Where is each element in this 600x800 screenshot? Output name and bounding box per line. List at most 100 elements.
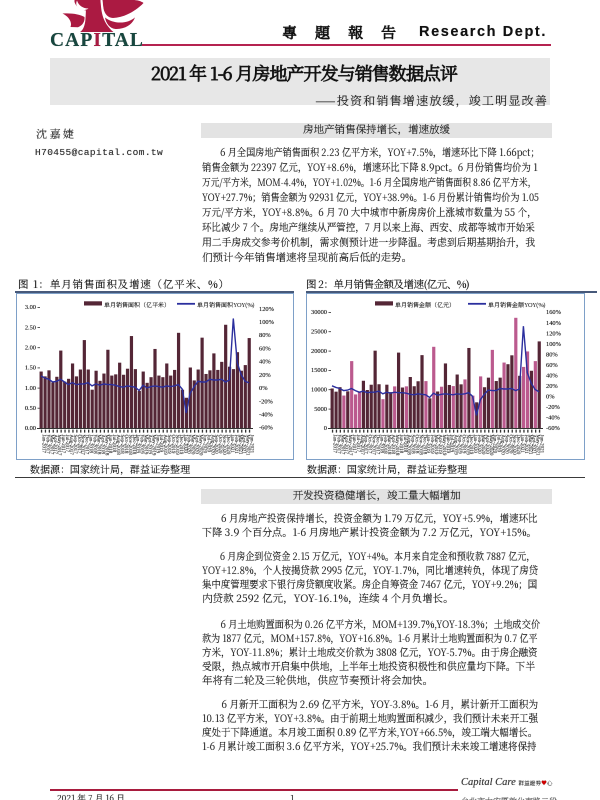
svg-text:Sep-2020: Sep-2020	[213, 435, 218, 455]
svg-text:Jan-2018: Jan-2018	[378, 435, 383, 454]
svg-text:2.50: 2.50	[25, 324, 36, 331]
svg-text:Jun-2021: Jun-2021	[539, 435, 544, 454]
svg-text:Jun-2018: Jun-2018	[107, 435, 112, 454]
svg-text:80%: 80%	[546, 351, 558, 358]
svg-text:Apr-2018: Apr-2018	[390, 435, 395, 455]
svg-text:Jul-2018: Jul-2018	[402, 435, 407, 453]
svg-text:Mar-2019: Mar-2019	[143, 435, 148, 455]
svg-text:Aug-2020: Aug-2020	[500, 435, 505, 456]
svg-text:Dec-2017: Dec-2017	[84, 435, 89, 455]
svg-text:Dec-2018: Dec-2018	[131, 435, 136, 455]
svg-text:Jul-2020: Jul-2020	[496, 435, 501, 453]
svg-text:Feb-2018: Feb-2018	[382, 435, 387, 455]
svg-text:120%: 120%	[546, 330, 562, 337]
svg-text:10000: 10000	[311, 387, 327, 394]
svg-text:-60%: -60%	[546, 425, 561, 432]
svg-text:Aug-2019: Aug-2019	[162, 435, 167, 456]
svg-text:Feb-2017: Feb-2017	[44, 435, 49, 455]
svg-text:Nov-2019: Nov-2019	[464, 435, 469, 456]
svg-text:15000: 15000	[311, 367, 327, 374]
svg-text:Jan-2017: Jan-2017	[41, 435, 46, 454]
svg-text:May-2020: May-2020	[198, 435, 203, 456]
svg-text:Jul-2017: Jul-2017	[355, 435, 360, 453]
svg-text:40%: 40%	[259, 359, 271, 366]
svg-text:Oct-2019: Oct-2019	[460, 435, 465, 454]
svg-text:Apr-2021: Apr-2021	[531, 435, 536, 455]
svg-text:Jun-2019: Jun-2019	[154, 435, 159, 454]
svg-text:May-2019: May-2019	[150, 435, 155, 456]
svg-text:3.00: 3.00	[25, 304, 36, 311]
svg-text:May-2017: May-2017	[347, 435, 352, 456]
svg-text:0%: 0%	[546, 394, 555, 401]
svg-text:40%: 40%	[546, 373, 558, 380]
svg-text:Nov-2020: Nov-2020	[511, 435, 516, 456]
svg-text:Sep-2019: Sep-2019	[457, 435, 462, 455]
svg-text:Mar-2017: Mar-2017	[339, 435, 344, 455]
svg-text:Apr-2017: Apr-2017	[343, 435, 348, 455]
svg-text:160%: 160%	[546, 309, 562, 316]
svg-text:Feb-2021: Feb-2021	[233, 435, 238, 455]
svg-text:20000: 20000	[311, 348, 327, 355]
svg-text:May-2017: May-2017	[56, 435, 61, 456]
svg-text:Jun-2020: Jun-2020	[201, 435, 206, 454]
svg-text:Aug-2017: Aug-2017	[68, 435, 73, 456]
svg-text:May-2019: May-2019	[441, 435, 446, 456]
svg-text:0: 0	[324, 425, 327, 432]
svg-text:Apr-2021: Apr-2021	[241, 435, 246, 455]
svg-text:May-2018: May-2018	[394, 435, 399, 456]
svg-text:1.50: 1.50	[25, 365, 36, 372]
svg-text:20%: 20%	[546, 383, 558, 390]
svg-text:1.00: 1.00	[25, 385, 36, 392]
svg-text:Sep-2017: Sep-2017	[363, 435, 368, 455]
svg-text:May-2021: May-2021	[245, 435, 250, 456]
svg-text:Apr-2020: Apr-2020	[484, 435, 489, 455]
svg-text:Nov-2018: Nov-2018	[127, 435, 132, 456]
svg-text:80%: 80%	[259, 332, 271, 339]
svg-text:Nov-2020: Nov-2020	[221, 435, 226, 456]
svg-text:0.00: 0.00	[25, 425, 36, 432]
svg-text:0.50: 0.50	[25, 405, 36, 412]
svg-text:Jan-2020: Jan-2020	[472, 435, 477, 454]
svg-text:Sep-2018: Sep-2018	[410, 435, 415, 455]
svg-text:Apr-2020: Apr-2020	[194, 435, 199, 455]
svg-text:Dec-2017: Dec-2017	[374, 435, 379, 455]
svg-text:Aug-2017: Aug-2017	[359, 435, 364, 456]
svg-text:Sep-2017: Sep-2017	[72, 435, 77, 455]
svg-text:Feb-2019: Feb-2019	[429, 435, 434, 455]
svg-text:Mar-2020: Mar-2020	[480, 435, 485, 455]
svg-text:Dec-2020: Dec-2020	[515, 435, 520, 455]
svg-text:-40%: -40%	[259, 412, 274, 419]
svg-text:2.00: 2.00	[25, 345, 36, 352]
svg-text:Oct-2019: Oct-2019	[170, 435, 175, 454]
svg-text:Aug-2019: Aug-2019	[453, 435, 458, 456]
svg-text:Jul-2020: Jul-2020	[205, 435, 210, 453]
svg-text:Nov-2017: Nov-2017	[80, 435, 85, 456]
svg-text:Feb-2021: Feb-2021	[523, 435, 528, 455]
svg-text:Jun-2020: Jun-2020	[492, 435, 497, 454]
svg-text:Dec-2018: Dec-2018	[421, 435, 426, 455]
svg-text:Apr-2017: Apr-2017	[52, 435, 57, 455]
svg-text:Oct-2020: Oct-2020	[507, 435, 512, 454]
svg-text:单月销售面积YOY(%): 单月销售面积YOY(%)	[197, 300, 255, 309]
svg-text:Mar-2021: Mar-2021	[527, 435, 532, 455]
svg-text:May-2020: May-2020	[488, 435, 493, 456]
svg-text:Nov-2019: Nov-2019	[174, 435, 179, 456]
svg-text:-20%: -20%	[546, 404, 561, 411]
svg-text:Jun-2017: Jun-2017	[351, 435, 356, 454]
svg-text:Jan-2021: Jan-2021	[519, 435, 524, 454]
svg-text:Aug-2018: Aug-2018	[115, 435, 120, 456]
svg-text:Oct-2020: Oct-2020	[217, 435, 222, 454]
svg-text:20%: 20%	[259, 372, 271, 379]
svg-text:Oct-2018: Oct-2018	[414, 435, 419, 454]
svg-text:Apr-2019: Apr-2019	[147, 435, 152, 455]
svg-text:May-2021: May-2021	[535, 435, 540, 456]
svg-text:Oct-2017: Oct-2017	[367, 435, 372, 454]
svg-text:Mar-2017: Mar-2017	[48, 435, 53, 455]
svg-text:Jan-2020: Jan-2020	[182, 435, 187, 454]
svg-text:Sep-2020: Sep-2020	[503, 435, 508, 455]
svg-text:Jan-2017: Jan-2017	[332, 435, 337, 454]
svg-text:Apr-2018: Apr-2018	[99, 435, 104, 455]
svg-text:100%: 100%	[546, 341, 562, 348]
svg-text:140%: 140%	[546, 320, 562, 327]
svg-text:100%: 100%	[259, 319, 275, 326]
